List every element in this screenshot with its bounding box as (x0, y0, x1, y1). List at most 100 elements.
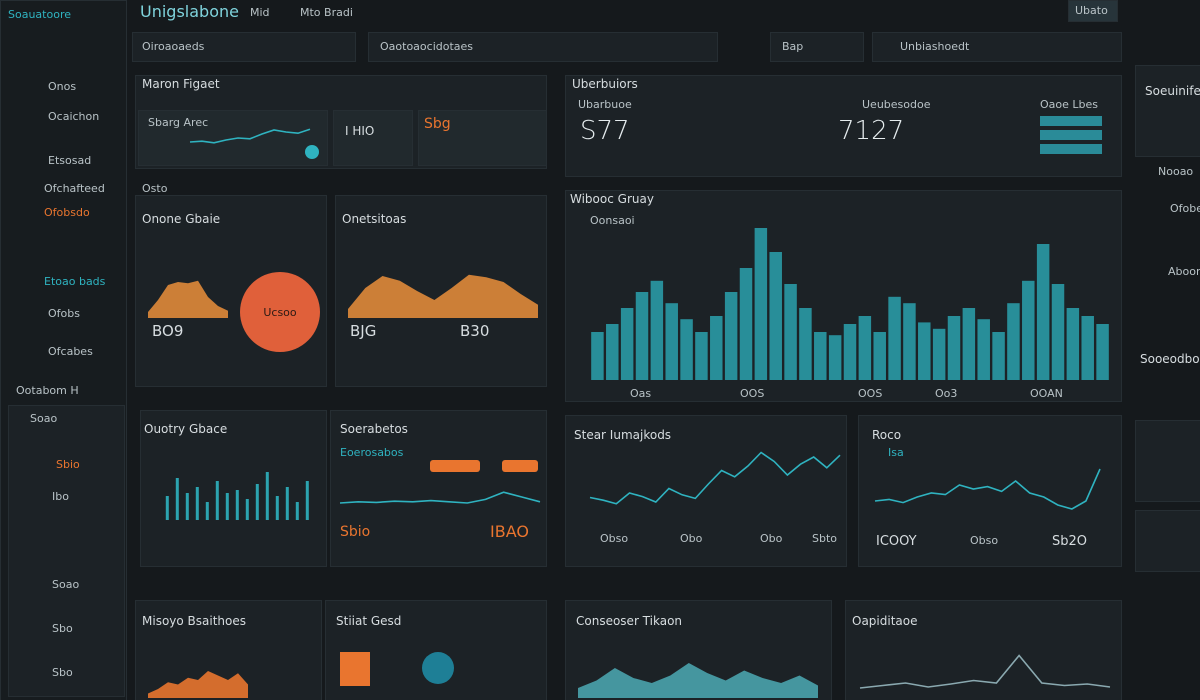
nav-item[interactable]: Ocaichon (48, 110, 100, 123)
bar (295, 502, 299, 520)
nav-item[interactable]: Ofcabes (48, 345, 93, 358)
nav-item[interactable]: Ofobsdo (44, 206, 90, 219)
bar (1066, 308, 1080, 380)
bar (235, 490, 239, 520)
brand-sub: Soauatoore (8, 8, 71, 21)
area (348, 274, 538, 318)
axis-label: ICOOY (876, 534, 917, 549)
sidebar-section: Ootabom H (16, 384, 79, 397)
axis-label: Obso (600, 532, 629, 545)
bar (665, 303, 678, 380)
nav-item[interactable]: Soao (30, 412, 58, 425)
card (138, 110, 328, 166)
panel-title: Wibooc Gruay (570, 192, 654, 206)
panel-title: Soerabetos (340, 422, 408, 436)
nav-item[interactable]: Ibo (52, 490, 69, 503)
search-box[interactable] (872, 32, 1122, 62)
line (339, 491, 541, 504)
app-title: Unigslabone (140, 2, 239, 21)
progress (1040, 130, 1102, 140)
search-box[interactable] (368, 32, 718, 62)
panel (565, 415, 847, 567)
panel-title: Soeuinifee (1145, 84, 1200, 98)
search-box[interactable] (770, 32, 864, 62)
panel-title: Uberbuiors (572, 77, 638, 91)
axis-label: Oo3 (935, 387, 958, 400)
panel-title: Misoyo Bsaithoes (142, 614, 246, 628)
panel-title: Onetsitoas (342, 212, 407, 226)
value-label: BO9 (152, 322, 184, 340)
line (589, 451, 841, 505)
tile (340, 652, 370, 686)
nav-item[interactable]: Onos (48, 80, 77, 93)
bar (724, 292, 738, 380)
legend-item: Oonsaoi (590, 214, 635, 227)
search-text: Bap (782, 40, 804, 53)
value-label: Sbio (340, 524, 371, 540)
card-value: I HIO (345, 124, 375, 138)
panel (140, 410, 327, 567)
bar (858, 316, 872, 380)
bar (932, 328, 946, 380)
kpi-value: S77 (580, 116, 630, 146)
bar (285, 487, 289, 520)
nav-item[interactable]: Sbo (52, 666, 73, 679)
kpi-value: 7127 (838, 116, 905, 146)
bar (992, 332, 1005, 380)
bar (1051, 284, 1065, 380)
panel-title: Stiiat Gesd (336, 614, 402, 628)
bar (1007, 303, 1020, 380)
axis-label: Sbto (812, 532, 838, 545)
bar (918, 322, 931, 380)
bar (695, 332, 708, 380)
badge (430, 460, 480, 472)
bar (165, 496, 169, 520)
nav-tab[interactable]: Mid (250, 6, 270, 19)
line (859, 654, 1111, 689)
bar (225, 493, 229, 520)
bar (185, 493, 189, 520)
header-button[interactable] (1068, 0, 1118, 22)
nav-tab[interactable]: Mto Bradi (300, 6, 353, 19)
bar (739, 268, 753, 380)
nav-item[interactable]: Etsosad (48, 154, 92, 167)
bar (680, 319, 693, 380)
panel (330, 410, 547, 567)
search-text: Oaotoaocidotaes (380, 40, 474, 53)
bar (977, 319, 990, 380)
line (874, 468, 1101, 510)
panel-title: Maron Figaet (142, 77, 220, 91)
label: Ubarbuoe (578, 98, 632, 111)
bar (888, 296, 901, 380)
panel-title: Ouotry Gbace (144, 422, 228, 436)
area (148, 280, 228, 318)
nav-item[interactable]: Ofchafteed (44, 182, 105, 195)
bar (265, 472, 269, 520)
bar (620, 308, 634, 380)
nav-item[interactable]: Sbio (56, 458, 80, 471)
axis-label: OOS (858, 387, 883, 400)
progress (1040, 116, 1102, 126)
label: Oaoe Lbes (1040, 98, 1099, 111)
bar (1081, 316, 1094, 380)
bar (591, 332, 604, 380)
bar (903, 303, 916, 380)
bar (799, 308, 812, 380)
bar (947, 316, 961, 380)
nav-item[interactable]: Sbo (52, 622, 73, 635)
header-button-label: Ubato (1075, 4, 1108, 17)
nav-item[interactable]: Soao (52, 578, 80, 591)
value-label: Isa (888, 446, 904, 459)
nav-item[interactable]: Ofobs (48, 307, 80, 320)
bar (873, 332, 886, 380)
progress (1040, 144, 1102, 154)
nav-item[interactable]: Etoao bads (44, 275, 106, 288)
panel (1135, 65, 1200, 157)
search-box[interactable] (132, 32, 356, 62)
bar (635, 292, 649, 380)
card (418, 110, 547, 166)
donut (240, 272, 320, 352)
panel-title: Conseoser Tikaon (576, 614, 683, 628)
list-item: Aboon (1168, 265, 1200, 278)
